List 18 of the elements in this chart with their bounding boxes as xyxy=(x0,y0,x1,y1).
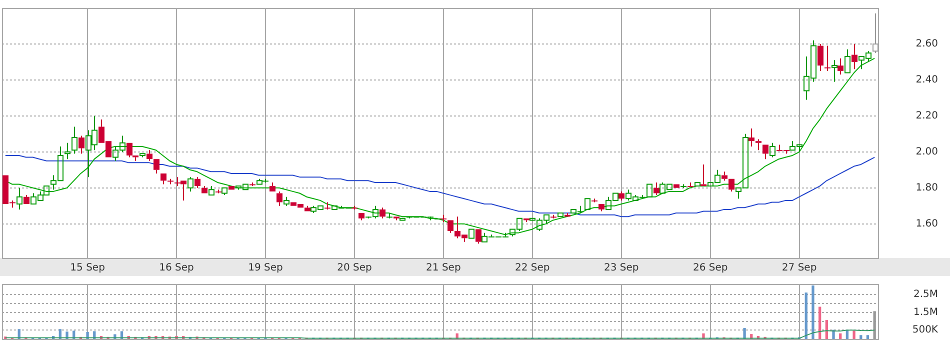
x-tick-label: 27 Sep xyxy=(782,262,817,274)
y-tick-label: 2.60 xyxy=(916,38,938,50)
x-tick-label: 20 Sep xyxy=(337,262,372,274)
y-tick-label: 500K xyxy=(912,324,938,336)
x-tick-label: 26 Sep xyxy=(692,262,728,274)
x-tick-label: 22 Sep xyxy=(515,262,550,274)
y-tick-label: 1.5M xyxy=(913,306,938,318)
y-tick-label: 1.80 xyxy=(916,182,938,194)
y-tick-label: 2.40 xyxy=(916,74,938,86)
x-tick-label: 23 Sep xyxy=(604,262,639,274)
y-tick-label: 2.5M xyxy=(913,289,938,300)
y-tick-label: 2.20 xyxy=(916,110,938,122)
y-tick-label: 2.00 xyxy=(916,146,938,158)
x-tick-label: 15 Sep xyxy=(70,262,105,274)
x-tick-label: 21 Sep xyxy=(426,262,461,274)
x-tick-label: 19 Sep xyxy=(248,262,283,274)
x-tick-label: 16 Sep xyxy=(159,262,194,274)
y-tick-label: 1.60 xyxy=(916,218,938,230)
